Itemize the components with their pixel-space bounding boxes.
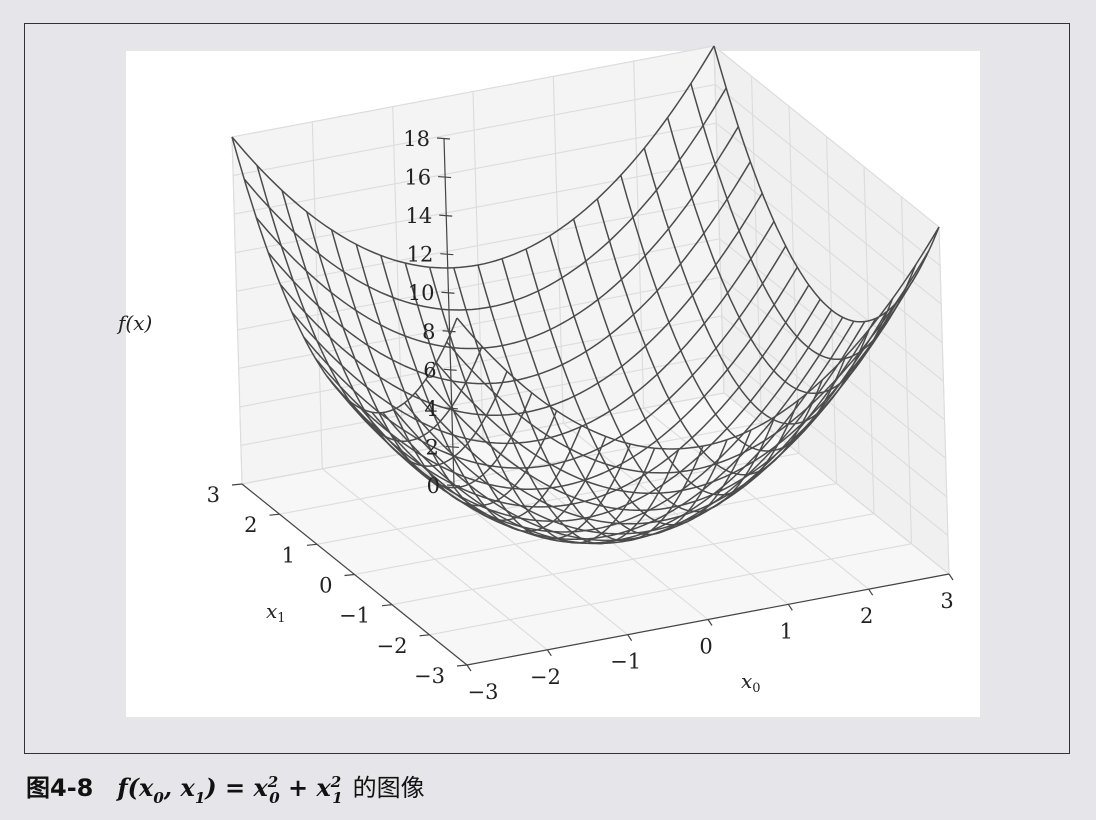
wire-line-x1 <box>303 245 787 469</box>
x0-tick <box>948 573 954 581</box>
axis-panes <box>231 44 951 666</box>
wire-line-x1 <box>279 192 763 416</box>
x1-tick-label: 0 <box>319 574 332 598</box>
z-tick-label: 18 <box>403 127 430 151</box>
wireframe-surface <box>231 45 940 545</box>
wire-line-x1 <box>255 126 739 350</box>
x1-tick <box>381 604 393 607</box>
x1-tick <box>344 573 355 577</box>
x0-tick-label: −1 <box>610 650 641 674</box>
z-tick-label: 0 <box>427 474 440 498</box>
z-tick <box>445 445 459 449</box>
z-axis-label: f(x) <box>116 311 152 335</box>
x1-tick <box>306 543 318 546</box>
figure-frame <box>24 23 1070 754</box>
wire-line-x0 <box>713 45 940 323</box>
x0-tick-label: 2 <box>860 604 873 628</box>
wire-line-x1 <box>337 298 821 522</box>
x0-tick-label: −2 <box>530 665 561 689</box>
wire-line-x0 <box>572 218 800 496</box>
x1-tick-label: 3 <box>207 483 220 507</box>
figure-caption: 图4-8 f(x0, x1) = x20 + x21 的图像 <box>26 768 425 807</box>
x0-tick-label: 3 <box>940 589 953 613</box>
z-tick <box>443 368 457 371</box>
z-tick <box>441 291 455 294</box>
z-tick-label: 8 <box>422 320 435 344</box>
z-tick-label: 16 <box>404 166 431 190</box>
grid-line <box>234 122 942 305</box>
x1-tick <box>456 664 468 667</box>
x1-tick-label: −2 <box>377 634 408 658</box>
x1-tick <box>269 513 280 516</box>
wire-line-x1 <box>267 161 751 385</box>
wire-line-x1 <box>326 284 810 508</box>
z-axis-line <box>443 137 455 486</box>
wire-line-x1 <box>231 45 715 269</box>
figure-number: 图4-8 <box>26 774 94 802</box>
z-tick-label: 14 <box>405 204 432 228</box>
x0-tick <box>546 649 552 657</box>
x0-tick-label: −3 <box>468 680 499 704</box>
x0-tick <box>868 588 874 596</box>
z-tick-label: 10 <box>408 281 435 305</box>
x1-tick-label: −1 <box>339 604 370 628</box>
pane-grid <box>231 45 950 666</box>
z-tick <box>436 137 451 140</box>
z-tick <box>442 330 456 333</box>
x1-tick-label: −3 <box>414 664 445 688</box>
z-tick-label: 12 <box>407 243 434 267</box>
z-tick-label: 4 <box>424 397 437 421</box>
grid-line <box>240 353 949 536</box>
x0-tick-label: 1 <box>780 619 793 643</box>
x0-tick-label: 0 <box>699 635 712 659</box>
wire-line-x0 <box>643 147 870 425</box>
x1-tick-label: 1 <box>282 543 295 567</box>
x0-tick <box>707 619 713 626</box>
wire-line-x0 <box>596 198 823 476</box>
wire-line-x0 <box>525 248 752 526</box>
z-tick-label: 2 <box>426 435 439 459</box>
z-tick <box>446 484 461 487</box>
z-tick <box>440 253 454 256</box>
wire-line-x1 <box>243 87 727 311</box>
wire-line-x0 <box>666 117 894 395</box>
grid-line <box>239 315 948 498</box>
z-tick <box>438 175 452 179</box>
x1-tick <box>231 483 243 486</box>
wire-line-x0 <box>620 174 847 452</box>
z-tick-label: 6 <box>423 358 436 382</box>
x0-tick <box>466 664 472 672</box>
x1-axis-label: x1 <box>266 599 286 626</box>
grid-line <box>232 84 941 267</box>
wire-line-x0 <box>690 83 917 361</box>
caption-suffix: 的图像 <box>352 774 425 802</box>
z-tick <box>439 214 453 217</box>
tick-marks <box>231 137 954 672</box>
wire-line-x1 <box>314 266 798 490</box>
caption-formula: f(x0, x1) = x20 + x21 <box>117 773 343 807</box>
x0-axis-label: x0 <box>741 669 761 696</box>
x1-tick <box>419 634 430 637</box>
x1-tick-label: 2 <box>244 513 257 537</box>
wire-line-x1 <box>348 309 833 533</box>
wire-line-x0 <box>501 258 728 536</box>
x0-tick <box>627 634 633 641</box>
wire-line-x1 <box>291 221 775 445</box>
z-tick <box>444 407 458 410</box>
wire-line-x0 <box>549 235 776 513</box>
x0-tick <box>787 604 793 611</box>
